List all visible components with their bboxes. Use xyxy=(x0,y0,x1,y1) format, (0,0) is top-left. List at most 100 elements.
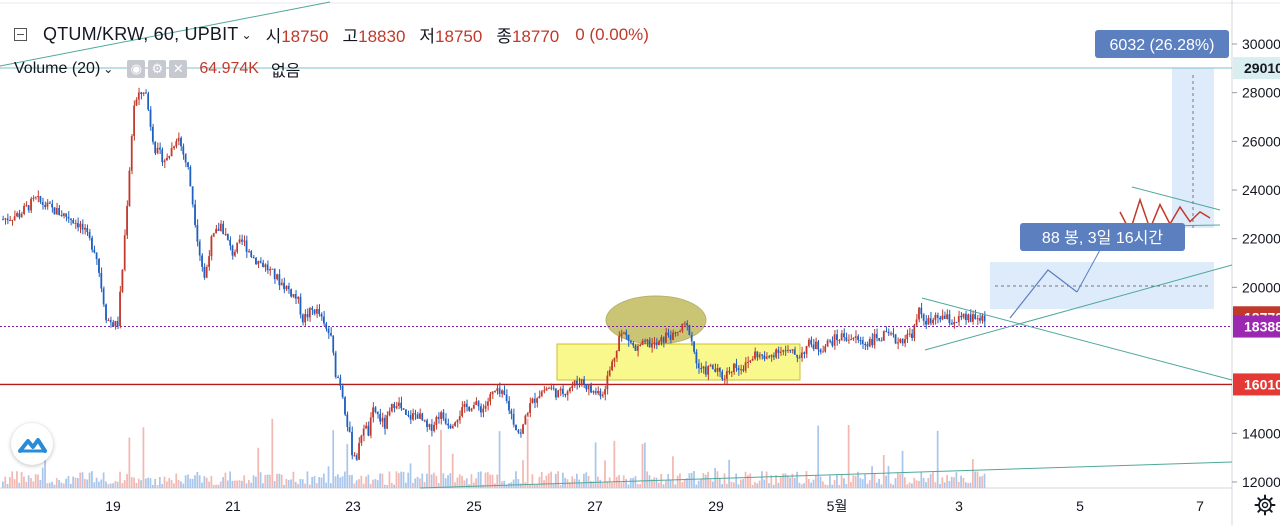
candle-body xyxy=(9,220,11,222)
candle-body xyxy=(690,334,693,342)
candle-body xyxy=(791,349,794,351)
candle-body xyxy=(613,358,616,362)
volume-bar xyxy=(512,479,515,488)
settings-gear-icon[interactable] xyxy=(1254,494,1276,516)
candle-body xyxy=(634,345,637,351)
volume-bar xyxy=(358,479,360,488)
volume-bar xyxy=(690,472,693,488)
tradingview-logo[interactable] xyxy=(11,423,53,465)
volume-bar xyxy=(463,480,466,488)
candle-body xyxy=(585,384,588,390)
candle-body xyxy=(397,402,400,406)
candle-body xyxy=(845,337,848,341)
candle-body xyxy=(950,322,953,325)
candle-body xyxy=(786,349,789,351)
candle-body xyxy=(168,156,171,158)
volume-bar xyxy=(929,473,932,488)
candle-body xyxy=(217,228,220,231)
volume-bar xyxy=(639,484,641,488)
gear-icon[interactable]: ⚙ xyxy=(148,60,167,78)
volume-bar xyxy=(327,466,330,488)
volume-bar xyxy=(604,460,606,488)
candle-body xyxy=(880,340,883,342)
candle-body xyxy=(861,340,864,345)
candle-body xyxy=(594,391,597,394)
volume-bar xyxy=(859,478,862,488)
volume-bar xyxy=(128,437,131,488)
candle-body xyxy=(754,351,756,359)
volume-bar xyxy=(208,481,210,488)
volume-bar xyxy=(142,427,145,488)
candle-body xyxy=(257,261,260,265)
candle-body xyxy=(962,313,965,318)
volume-bar xyxy=(817,425,820,488)
volume-bar xyxy=(53,484,56,488)
volume-bar xyxy=(224,472,227,488)
close-icon[interactable]: ✕ xyxy=(169,60,188,78)
candle-body xyxy=(58,207,60,216)
candle-body xyxy=(41,201,44,206)
volume-bar xyxy=(259,472,262,488)
volume-bar xyxy=(76,478,79,488)
candle-body xyxy=(175,141,178,147)
volume-bar xyxy=(501,481,503,488)
volume-bar xyxy=(873,473,876,488)
candle-body xyxy=(147,93,149,110)
candle-body xyxy=(84,227,86,230)
candle-body xyxy=(219,223,222,231)
candle-body xyxy=(367,425,370,436)
candle-body xyxy=(240,239,243,242)
candle-body xyxy=(749,360,752,362)
candle-body xyxy=(376,412,379,415)
y-tick-label: 22000 xyxy=(1242,231,1280,247)
volume-bar xyxy=(477,472,480,488)
candle-body xyxy=(88,231,91,238)
volume-bar xyxy=(51,481,53,488)
volume-bar xyxy=(683,479,686,488)
candle-body xyxy=(540,391,543,397)
volume-bar xyxy=(379,473,381,488)
candle-body xyxy=(271,268,274,270)
path-arrow xyxy=(1009,269,1078,319)
volume-bar xyxy=(892,484,895,488)
candle-body xyxy=(252,257,255,259)
x-tick-label: 23 xyxy=(345,498,361,514)
volume-bar xyxy=(318,477,321,488)
candle-body xyxy=(768,356,770,358)
volume-bar xyxy=(381,473,384,488)
chevron-down-icon[interactable]: ⌄ xyxy=(103,62,114,76)
candle-body xyxy=(836,334,838,341)
candle-body xyxy=(428,424,431,427)
volume-label[interactable]: Volume (20) xyxy=(14,60,101,77)
volume-bar xyxy=(13,479,16,488)
chevron-down-icon[interactable]: ⌄ xyxy=(241,27,252,42)
symbol-title[interactable]: QTUM/KRW, 60, UPBIT xyxy=(43,24,239,44)
candle-body xyxy=(894,334,897,344)
volume-bar xyxy=(707,471,709,488)
candle-body xyxy=(123,235,126,270)
volume-bar xyxy=(144,478,147,488)
volume-bar xyxy=(362,483,365,488)
volume-bar xyxy=(393,484,395,488)
volume-bar xyxy=(665,480,667,488)
volume-bar xyxy=(433,472,435,488)
eye-icon[interactable]: ◉ xyxy=(127,60,146,78)
candle-body xyxy=(456,420,459,423)
minimize-icon[interactable] xyxy=(14,28,27,41)
candle-body xyxy=(358,443,360,460)
candle-body xyxy=(332,335,335,353)
volume-bar xyxy=(177,479,180,488)
volume-bar xyxy=(283,484,285,488)
volume-bar xyxy=(475,478,477,488)
candle-body xyxy=(130,136,133,171)
candle-body xyxy=(304,314,306,323)
volume-bar xyxy=(233,480,236,488)
volume-bar xyxy=(981,476,984,488)
candle-body xyxy=(831,341,834,346)
volume-bar xyxy=(554,473,557,488)
volume-bar xyxy=(847,424,850,488)
volume-bar xyxy=(369,484,372,488)
volume-bar xyxy=(489,474,492,488)
volume-bar xyxy=(772,484,775,488)
